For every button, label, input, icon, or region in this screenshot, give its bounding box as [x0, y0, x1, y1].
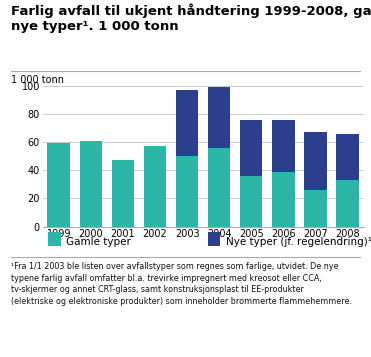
Bar — [336, 134, 359, 180]
Bar — [272, 120, 295, 172]
Bar — [240, 176, 263, 227]
Text: ¹Fra 1/1 2003 ble listen over avfallstyper som regnes som farlige, utvidet. De n: ¹Fra 1/1 2003 ble listen over avfallstyp… — [11, 262, 352, 306]
Bar — [176, 90, 198, 156]
Bar — [304, 132, 327, 190]
Bar — [208, 87, 230, 148]
Text: Farlig avfall til ukjent håndtering 1999-2008, gamle og: Farlig avfall til ukjent håndtering 1999… — [11, 4, 371, 18]
Text: Nye typer (jf. regelendring)¹: Nye typer (jf. regelendring)¹ — [226, 237, 371, 247]
Text: Gamle typer: Gamle typer — [66, 237, 131, 247]
FancyBboxPatch shape — [208, 232, 220, 246]
Bar — [240, 120, 263, 176]
Text: 1 000 tonn: 1 000 tonn — [11, 75, 64, 85]
Bar — [47, 144, 70, 227]
Bar — [176, 156, 198, 227]
Bar — [112, 160, 134, 227]
Bar — [79, 141, 102, 227]
Bar — [336, 180, 359, 227]
FancyBboxPatch shape — [48, 232, 61, 246]
Bar — [144, 146, 166, 227]
Text: nye typer¹. 1 000 tonn: nye typer¹. 1 000 tonn — [11, 20, 179, 32]
Bar — [208, 148, 230, 227]
Bar — [272, 172, 295, 227]
Bar — [304, 190, 327, 227]
